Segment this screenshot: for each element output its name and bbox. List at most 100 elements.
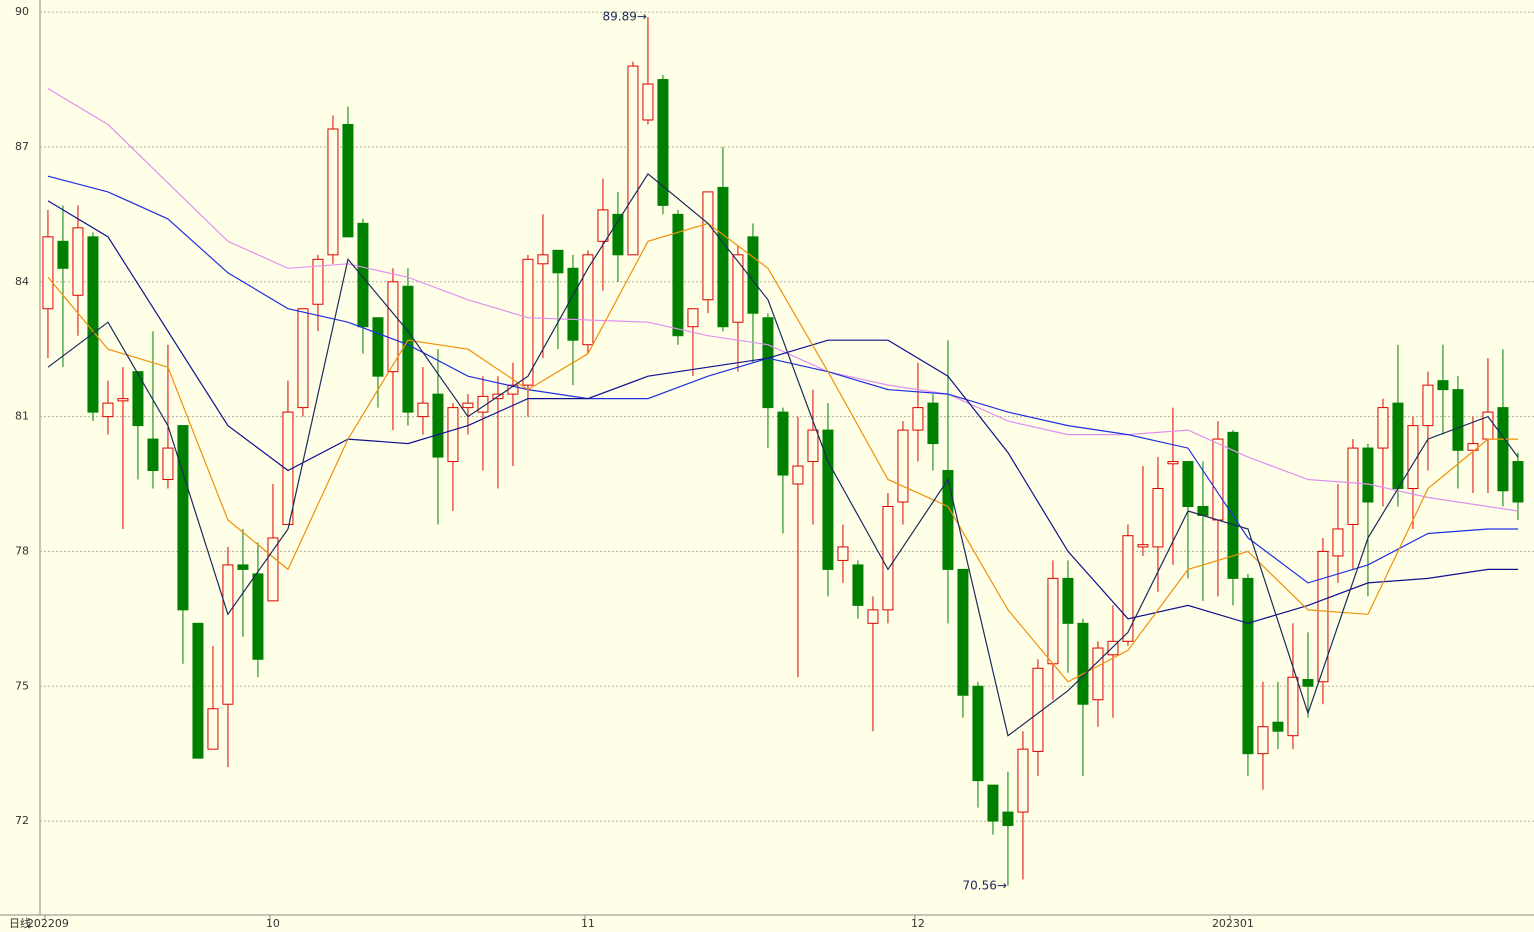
candle-body bbox=[1227, 431, 1239, 579]
candle-body bbox=[987, 784, 999, 822]
extreme-annotation: 70.56→ bbox=[963, 878, 1007, 892]
candle-body bbox=[837, 546, 849, 561]
candle-body bbox=[1512, 461, 1524, 503]
candle-body bbox=[102, 402, 114, 418]
moving-average-line bbox=[47, 87, 1519, 512]
candle-body bbox=[267, 537, 279, 602]
candle-body bbox=[1077, 622, 1089, 705]
candle-body bbox=[357, 222, 369, 328]
candle-body bbox=[402, 285, 414, 413]
candle-body bbox=[132, 371, 144, 427]
candle-body bbox=[777, 411, 789, 476]
x-tick-label: 202209 bbox=[27, 917, 69, 930]
candle-body bbox=[177, 425, 189, 611]
candle-body bbox=[447, 407, 459, 463]
y-tick-label: 84 bbox=[15, 275, 29, 288]
candle-body bbox=[1407, 425, 1419, 490]
candle-body bbox=[522, 258, 534, 386]
moving-average-line bbox=[47, 173, 1519, 737]
y-tick-label: 81 bbox=[15, 410, 29, 423]
candle-body bbox=[702, 191, 714, 301]
candle-body bbox=[867, 609, 879, 624]
candle-body bbox=[1287, 676, 1299, 737]
candle-body bbox=[417, 402, 429, 418]
candle-body bbox=[432, 393, 444, 458]
candle-body bbox=[42, 236, 54, 310]
candle-body bbox=[927, 402, 939, 445]
candle-body bbox=[1047, 577, 1059, 665]
candle-body bbox=[882, 505, 894, 611]
candle-body bbox=[207, 708, 219, 750]
candle-body bbox=[567, 267, 579, 341]
candle-body bbox=[462, 402, 474, 409]
candle-body bbox=[297, 308, 309, 409]
candle-body bbox=[972, 685, 984, 782]
candle-body bbox=[1107, 640, 1119, 656]
moving-average-line bbox=[47, 200, 1518, 624]
candle-body bbox=[717, 186, 729, 328]
candle-body bbox=[117, 398, 129, 402]
candle-body bbox=[222, 564, 234, 705]
candle-body bbox=[1062, 577, 1074, 624]
candle-body bbox=[192, 622, 204, 759]
candle-body bbox=[252, 573, 264, 660]
candle-body bbox=[552, 249, 564, 274]
y-tick-label: 87 bbox=[15, 140, 29, 153]
moving-average-line bbox=[47, 175, 1518, 584]
candle-body bbox=[1377, 407, 1389, 449]
candle-body bbox=[597, 209, 609, 242]
moving-average-line bbox=[47, 222, 1518, 683]
candle-body bbox=[1242, 577, 1254, 755]
candle-body bbox=[327, 128, 339, 256]
candle-body bbox=[1002, 811, 1014, 827]
candle-body bbox=[237, 564, 249, 570]
candle-body bbox=[1362, 447, 1374, 503]
candle-body bbox=[792, 465, 804, 485]
candle-body bbox=[1122, 535, 1134, 642]
candle-body bbox=[1152, 488, 1164, 548]
y-tick-label: 72 bbox=[15, 814, 29, 827]
x-tick-label: 12 bbox=[911, 917, 925, 930]
candle-body bbox=[1497, 407, 1509, 492]
candle-body bbox=[1332, 528, 1344, 557]
candle-body bbox=[1437, 380, 1449, 391]
candle-body bbox=[1272, 721, 1284, 732]
candle-body bbox=[1347, 447, 1359, 525]
candle-body bbox=[1137, 544, 1149, 548]
candle-body bbox=[672, 213, 684, 337]
candle-body bbox=[852, 564, 864, 606]
candle-body bbox=[87, 236, 99, 413]
candle-body bbox=[612, 213, 624, 256]
candle-body bbox=[822, 429, 834, 570]
extreme-annotation: 89.89→ bbox=[603, 10, 647, 24]
candle-body bbox=[732, 254, 744, 323]
candle-body bbox=[477, 395, 489, 413]
candle-body bbox=[1452, 389, 1464, 451]
candle-body bbox=[1032, 667, 1044, 752]
candle-body bbox=[582, 254, 594, 346]
candle-body bbox=[72, 227, 84, 296]
candle-body bbox=[627, 65, 639, 256]
candle-body bbox=[1317, 550, 1329, 683]
candle-body bbox=[747, 236, 759, 314]
x-tick-label: 202301 bbox=[1212, 917, 1254, 930]
candle-body bbox=[342, 123, 354, 238]
candle-body bbox=[1017, 748, 1029, 813]
candle-body bbox=[162, 447, 174, 481]
candle-body bbox=[912, 407, 924, 431]
candle-body bbox=[1092, 647, 1104, 701]
candle-body bbox=[807, 429, 819, 463]
candle-body bbox=[312, 258, 324, 305]
candle-body bbox=[687, 308, 699, 328]
candle-body bbox=[942, 470, 954, 570]
y-tick-label: 90 bbox=[15, 5, 29, 18]
candle-body bbox=[957, 568, 969, 696]
candle-body bbox=[762, 317, 774, 409]
candle-body bbox=[1422, 384, 1434, 427]
candle-body bbox=[1212, 438, 1224, 521]
candle-body bbox=[1392, 402, 1404, 490]
candle-body bbox=[1167, 461, 1179, 465]
candle-body bbox=[372, 317, 384, 377]
